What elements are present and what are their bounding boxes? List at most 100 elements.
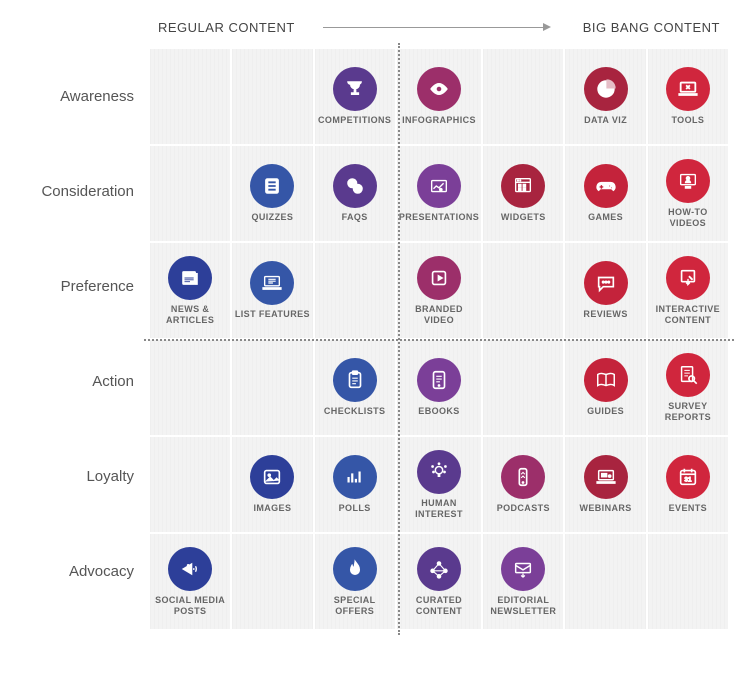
- cell-label: BRANDED VIDEO: [399, 304, 479, 325]
- cell-label: CURATED CONTENT: [399, 595, 479, 616]
- clipboard-icon: [333, 358, 377, 402]
- matrix-cell: [483, 49, 563, 144]
- book-open-icon: [584, 358, 628, 402]
- news-icon: [168, 256, 212, 300]
- matrix-cell: [232, 534, 312, 629]
- matrix-cell: [483, 340, 563, 435]
- matrix-cell: EVENTS: [648, 437, 728, 532]
- matrix-cell: HOW-TO VIDEOS: [648, 146, 728, 241]
- matrix-cell: EBOOKS: [397, 340, 481, 435]
- matrix-cell: SOCIAL MEDIA POSTS: [150, 534, 230, 629]
- laptop-list-icon: [250, 261, 294, 305]
- row-label: Loyalty: [10, 429, 150, 524]
- cell-label: COMPETITIONS: [318, 115, 391, 125]
- cell-label: GUIDES: [587, 406, 624, 416]
- network-icon: [417, 547, 461, 591]
- cell-label: GAMES: [588, 212, 623, 222]
- cell-label: PODCASTS: [497, 503, 550, 513]
- row-label: Consideration: [10, 144, 150, 239]
- cell-label: FAQS: [342, 212, 368, 222]
- browser-grid-icon: [501, 164, 545, 208]
- bars-icon: [333, 455, 377, 499]
- matrix-cell: [150, 340, 230, 435]
- matrix-cell: CURATED CONTENT: [397, 534, 481, 629]
- chat-dots-icon: [584, 261, 628, 305]
- row-label: Action: [10, 334, 150, 429]
- cell-label: WIDGETS: [501, 212, 546, 222]
- matrix-cell: WEBINARS: [565, 437, 645, 532]
- matrix-cell: [150, 49, 230, 144]
- matrix-cell: FAQS: [315, 146, 395, 241]
- matrix-cell: INFOGRAPHICS: [397, 49, 481, 144]
- cell-label: DATA VIZ: [584, 115, 627, 125]
- monitor-user-icon: [666, 159, 710, 203]
- matrix-cell: PODCASTS: [483, 437, 563, 532]
- eye-icon: [417, 67, 461, 111]
- matrix-cell: GAMES: [565, 146, 645, 241]
- header-spectrum: REGULAR CONTENT BIG BANG CONTENT: [150, 20, 728, 35]
- matrix-cell: [150, 437, 230, 532]
- matrix-cell: BRANDED VIDEO: [397, 243, 481, 338]
- cell-label: SURVEY REPORTS: [650, 401, 726, 422]
- row-label: Awareness: [10, 49, 150, 144]
- matrix-cell: POLLS: [315, 437, 395, 532]
- row-label: Advocacy: [10, 524, 150, 619]
- header-right-label: BIG BANG CONTENT: [583, 20, 720, 35]
- matrix-cell: IMAGES: [232, 437, 312, 532]
- matrix-cell: WIDGETS: [483, 146, 563, 241]
- cell-label: EDITORIAL NEWSLETTER: [485, 595, 561, 616]
- matrix-cell: SURVEY REPORTS: [648, 340, 728, 435]
- matrix-cell: REVIEWS: [565, 243, 645, 338]
- trophy-icon: [333, 67, 377, 111]
- matrix-cell: COMPETITIONS: [315, 49, 395, 144]
- image-icon: [250, 455, 294, 499]
- qa-icon: [333, 164, 377, 208]
- matrix-cell: PRESENTATIONS: [397, 146, 481, 241]
- matrix-cell: NEWS & ARTICLES: [150, 243, 230, 338]
- cell-label: EVENTS: [669, 503, 707, 513]
- bulb-people-icon: [417, 450, 461, 494]
- cell-label: WEBINARS: [579, 503, 631, 513]
- cell-label: IMAGES: [253, 503, 291, 513]
- row-label: Preference: [10, 239, 150, 334]
- touch-screen-icon: [666, 256, 710, 300]
- cell-label: REVIEWS: [583, 309, 627, 319]
- cell-label: SOCIAL MEDIA POSTS: [152, 595, 228, 616]
- megaphone-icon: [168, 547, 212, 591]
- matrix-cell: [483, 243, 563, 338]
- matrix-cell: [315, 243, 395, 338]
- matrix-cell: [648, 534, 728, 629]
- tablet-book-icon: [417, 358, 461, 402]
- matrix-cell: DATA VIZ: [565, 49, 645, 144]
- cell-label: LIST FEATURES: [235, 309, 310, 319]
- mail-down-icon: [501, 547, 545, 591]
- pie-icon: [584, 67, 628, 111]
- matrix-cell: HUMAN INTEREST: [397, 437, 481, 532]
- matrix-cell: [232, 340, 312, 435]
- matrix-cell: GUIDES: [565, 340, 645, 435]
- flame-icon: [333, 547, 377, 591]
- doc-search-icon: [666, 353, 710, 397]
- cell-label: TOOLS: [671, 115, 704, 125]
- cell-label: POLLS: [339, 503, 371, 513]
- matrix-cell: [565, 534, 645, 629]
- cell-label: INFOGRAPHICS: [402, 115, 476, 125]
- header-left-label: REGULAR CONTENT: [158, 20, 295, 35]
- matrix-cell: [232, 49, 312, 144]
- gamepad-icon: [584, 164, 628, 208]
- matrix-cell: QUIZZES: [232, 146, 312, 241]
- matrix-cell: SPECIAL OFFERS: [315, 534, 395, 629]
- matrix-grid: COMPETITIONS INFOGRAPHICS DATA VIZ TOOLS QUI…: [150, 49, 728, 629]
- cell-label: CHECKLISTS: [324, 406, 386, 416]
- cell-label: PRESENTATIONS: [399, 212, 479, 222]
- cell-label: INTERACTIVE CONTENT: [650, 304, 726, 325]
- matrix-cell: INTERACTIVE CONTENT: [648, 243, 728, 338]
- cell-label: QUIZZES: [251, 212, 293, 222]
- laptop-x-icon: [666, 67, 710, 111]
- calendar-icon: [666, 455, 710, 499]
- cell-label: HOW-TO VIDEOS: [650, 207, 726, 228]
- header-arrow-icon: [323, 27, 555, 29]
- cell-label: NEWS & ARTICLES: [152, 304, 228, 325]
- play-square-icon: [417, 256, 461, 300]
- row-labels-column: AwarenessConsiderationPreferenceActionLo…: [10, 49, 150, 629]
